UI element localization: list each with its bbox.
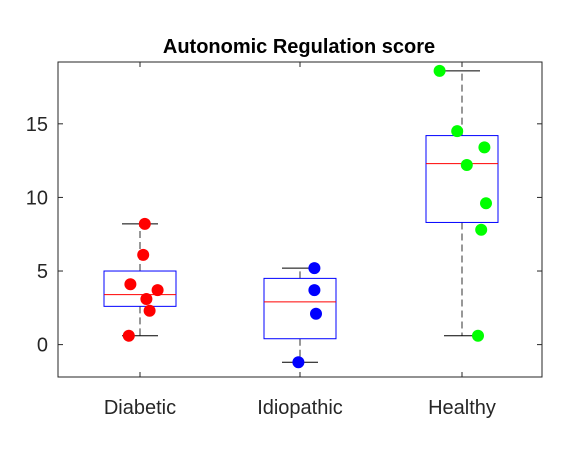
data-point-healthy [433,64,446,77]
y-tick-label: 5 [37,261,48,283]
box-group-diabetic [103,217,177,342]
data-point-diabetic [140,292,153,305]
data-point-diabetic [122,329,135,342]
data-point-healthy [472,329,484,342]
data-point-diabetic [137,248,150,261]
data-point-diabetic [138,217,151,230]
data-point-healthy [475,223,488,236]
x-tick-label-healthy: Healthy [428,397,496,419]
y-tick-label: 15 [26,114,48,136]
iqr-box [263,277,337,340]
data-point-healthy [480,197,492,210]
data-point-idiopathic [308,284,321,297]
data-point-idiopathic [292,356,305,369]
plot-area: 0 5 10 15 Diabetic Idiopathic Healthy [26,61,543,419]
data-point-diabetic [151,284,164,297]
x-tick-label-diabetic: Diabetic [104,397,176,419]
data-point-healthy [460,159,473,172]
x-tick-label-idiopathic: Idiopathic [257,397,343,419]
box-group-idiopathic [263,262,337,369]
y-tick-label: 0 [37,335,48,357]
data-point-healthy [451,125,464,138]
data-point-diabetic [143,304,156,317]
data-point-healthy [478,141,491,154]
chart-title: Autonomic Regulation score [163,36,435,58]
iqr-box [103,270,177,307]
data-point-idiopathic [308,262,321,275]
box-group-healthy [425,64,499,342]
iqr-box [425,135,499,223]
data-point-idiopathic [310,307,322,320]
y-tick-label: 10 [26,187,48,209]
data-point-diabetic [124,278,137,291]
